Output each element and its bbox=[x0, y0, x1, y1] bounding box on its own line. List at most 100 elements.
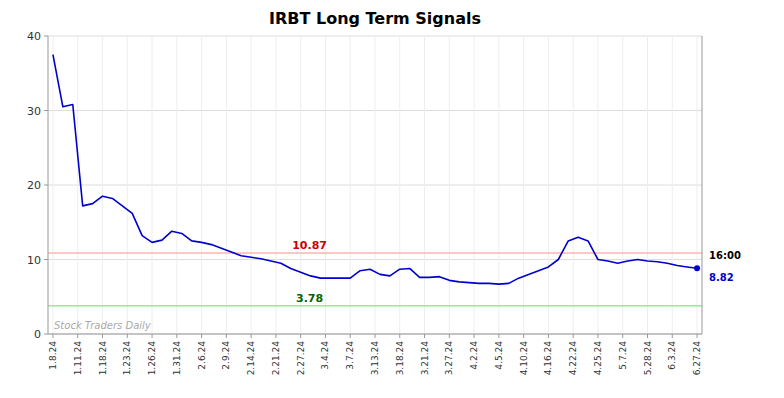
title: IRBT Long Term Signals bbox=[269, 9, 481, 28]
x-tick-label: 3.27.24 bbox=[444, 341, 454, 376]
y-tick-label: 30 bbox=[27, 105, 41, 118]
x-tick-label: 4.2.24 bbox=[469, 341, 479, 370]
x-tick-label: 2.9.24 bbox=[221, 341, 231, 370]
x-tick bbox=[449, 334, 450, 338]
data bbox=[53, 55, 700, 284]
x-grid-line bbox=[226, 36, 227, 334]
x-grid-line bbox=[672, 36, 673, 334]
axes: 0 10 20 30 40 1.8.24 1.11.24 1.18.24 1.23.24 1.26… bbox=[27, 30, 702, 375]
end-label: 8.82 bbox=[709, 272, 734, 283]
x-tick-label: 1.26.24 bbox=[147, 341, 157, 376]
x-tick bbox=[424, 334, 425, 338]
reference-line bbox=[48, 305, 702, 307]
x-tick bbox=[697, 334, 698, 338]
y-tick bbox=[44, 36, 48, 37]
x-grid-line bbox=[325, 36, 326, 334]
x-tick bbox=[176, 334, 177, 338]
x-tick bbox=[573, 334, 574, 338]
x-tick bbox=[548, 334, 549, 338]
plot-area bbox=[48, 36, 702, 334]
x-grid-line bbox=[573, 36, 574, 334]
x-tick bbox=[300, 334, 301, 338]
x-tick-label: 1.31.24 bbox=[172, 341, 182, 376]
x-tick-label: 2.21.24 bbox=[271, 341, 281, 376]
x-tick-label: 1.18.24 bbox=[98, 341, 108, 376]
x-tick-label: 6.3.24 bbox=[667, 341, 677, 370]
x-tick bbox=[325, 334, 326, 338]
watermark: Stock Traders Daily bbox=[54, 320, 152, 331]
x-tick bbox=[647, 334, 648, 338]
y-tick bbox=[44, 334, 48, 335]
x-tick bbox=[399, 334, 400, 338]
x-tick-label: 1.23.24 bbox=[122, 341, 132, 376]
y-tick bbox=[44, 259, 48, 260]
x-grid-line bbox=[424, 36, 425, 334]
x-tick-label: 1.8.24 bbox=[48, 341, 58, 370]
x-tick bbox=[52, 334, 53, 338]
x-tick bbox=[375, 334, 376, 338]
x-grid-line bbox=[399, 36, 400, 334]
x-tick bbox=[523, 334, 524, 338]
x-tick bbox=[498, 334, 499, 338]
reference-line bbox=[48, 252, 702, 254]
y-tick-label: 10 bbox=[27, 254, 41, 267]
x-grid-line bbox=[449, 36, 450, 334]
x-tick-label: 4.5.24 bbox=[494, 341, 504, 370]
x-grid-line bbox=[375, 36, 376, 334]
y-tick bbox=[44, 185, 48, 186]
right-axis-line bbox=[702, 36, 703, 334]
reference-label: 10.87 bbox=[292, 239, 327, 252]
x-tick-label: 6.27.24 bbox=[692, 341, 702, 376]
x-grid-line bbox=[350, 36, 351, 334]
y-tick bbox=[44, 110, 48, 111]
x-tick-label: 5.7.24 bbox=[618, 341, 628, 370]
x-grid-line bbox=[52, 36, 53, 334]
chart: 0 10 20 30 40 1.8.24 1.11.24 1.18.24 1.23.24 1.26… bbox=[0, 0, 784, 398]
x-tick bbox=[350, 334, 351, 338]
x-grid-line bbox=[622, 36, 623, 334]
price-line bbox=[53, 55, 697, 284]
y-tick-label: 0 bbox=[34, 328, 41, 341]
x-grid-line bbox=[300, 36, 301, 334]
x-grid-line bbox=[523, 36, 524, 334]
x-tick-label: 5.28.24 bbox=[643, 341, 653, 376]
x-grid-line bbox=[474, 36, 475, 334]
x-grid-line bbox=[251, 36, 252, 334]
x-tick-label: 3.13.24 bbox=[370, 341, 380, 376]
x-grid-line bbox=[498, 36, 499, 334]
x-tick-label: 4.10.24 bbox=[519, 341, 529, 376]
x-grid-line bbox=[176, 36, 177, 334]
x-grid-line bbox=[275, 36, 276, 334]
x-tick bbox=[251, 334, 252, 338]
x-grid-line bbox=[152, 36, 153, 334]
x-grid-line bbox=[127, 36, 128, 334]
x-tick bbox=[597, 334, 598, 338]
x-grid-line bbox=[647, 36, 648, 334]
x-tick bbox=[152, 334, 153, 338]
x-grid-line bbox=[597, 36, 598, 334]
x-tick-label: 3.18.24 bbox=[395, 341, 405, 376]
y-tick-label: 40 bbox=[27, 30, 41, 43]
x-grid-line bbox=[102, 36, 103, 334]
x-tick-label: 4.25.24 bbox=[593, 341, 603, 376]
x-tick-label: 2.27.24 bbox=[296, 341, 306, 376]
x-tick-label: 3.21.24 bbox=[420, 341, 430, 376]
x-grid-line bbox=[201, 36, 202, 334]
x-tick-label: 2.6.24 bbox=[197, 341, 207, 370]
grid bbox=[48, 36, 702, 334]
end-label: 16:00 bbox=[709, 250, 741, 261]
x-tick-label: 4.22.24 bbox=[568, 341, 578, 376]
x-tick bbox=[672, 334, 673, 338]
x-tick bbox=[102, 334, 103, 338]
x-tick-label: 3.7.24 bbox=[345, 341, 355, 370]
x-tick bbox=[77, 334, 78, 338]
end-point bbox=[694, 265, 700, 271]
x-tick bbox=[127, 334, 128, 338]
y-tick-label: 20 bbox=[27, 179, 41, 192]
x-tick-label: 1.11.24 bbox=[73, 341, 83, 376]
x-tick-label: 2.14.24 bbox=[246, 341, 256, 376]
x-tick bbox=[201, 334, 202, 338]
x-tick bbox=[474, 334, 475, 338]
labels: 10.873.7816:008.82Stock Traders Daily bbox=[54, 239, 741, 331]
x-tick-label: 3.4.24 bbox=[320, 341, 330, 370]
